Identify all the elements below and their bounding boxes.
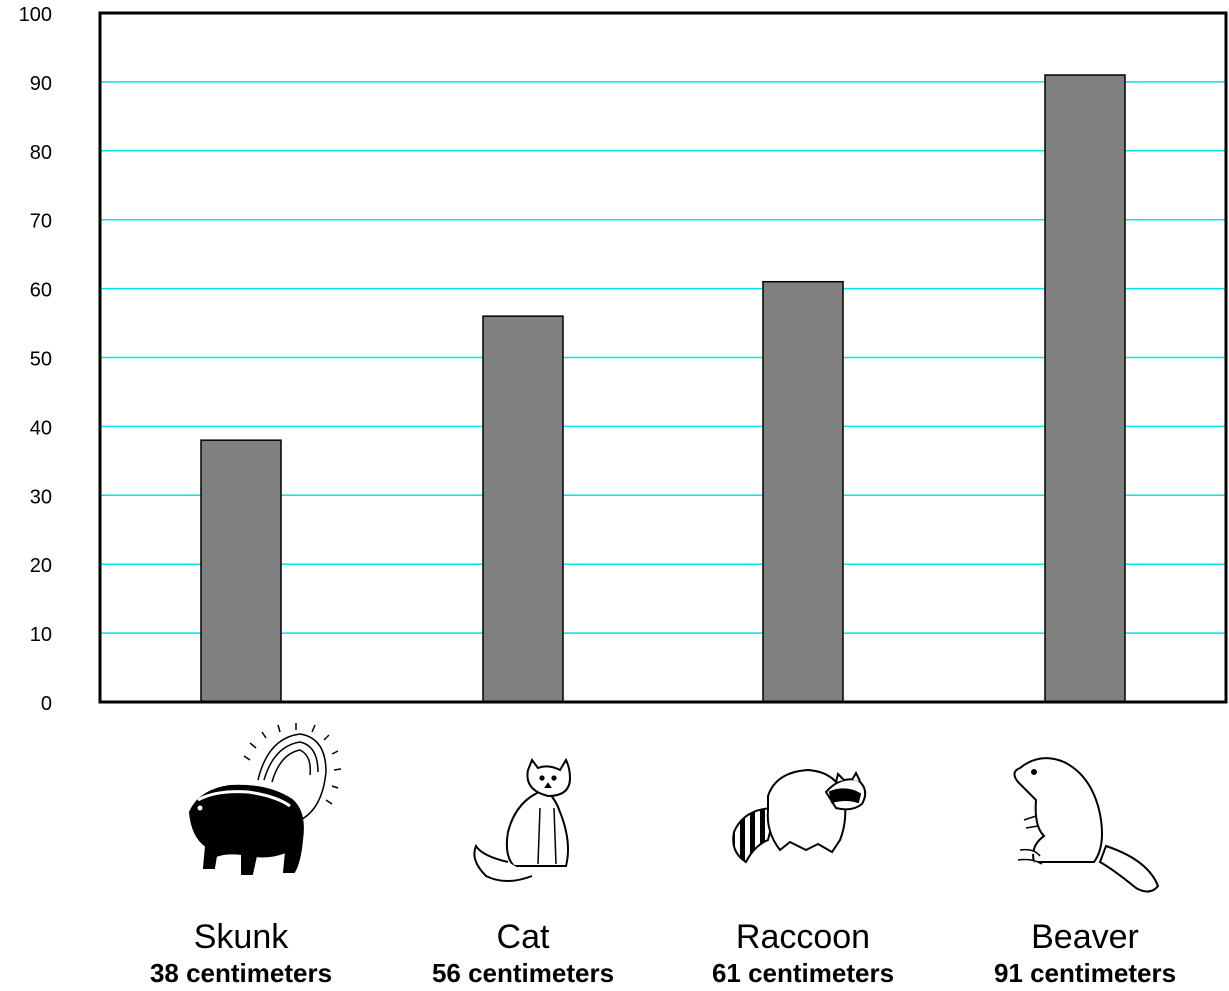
y-tick-label: 100 bbox=[19, 4, 52, 26]
category-label: Cat bbox=[497, 918, 550, 956]
y-tick-label: 50 bbox=[30, 349, 52, 371]
bar-cat bbox=[482, 315, 564, 703]
value-label: 56 centimeters bbox=[432, 958, 614, 988]
bar-raccoon bbox=[762, 280, 844, 703]
plot-frame bbox=[98, 11, 1228, 704]
y-tick-label: 20 bbox=[30, 555, 52, 577]
raccoon-icon bbox=[732, 768, 867, 864]
gridlines bbox=[100, 81, 1226, 634]
cat-icon bbox=[473, 757, 572, 882]
y-axis-ticks: 0 10 20 30 40 50 60 70 80 90 100 bbox=[19, 4, 52, 715]
y-tick-label: 80 bbox=[30, 142, 52, 164]
y-tick-label: 0 bbox=[41, 693, 52, 715]
category-label: Skunk bbox=[194, 918, 289, 956]
bars bbox=[200, 74, 1126, 703]
y-tick-label: 40 bbox=[30, 417, 52, 439]
skunk-icon bbox=[188, 723, 342, 875]
value-label: 61 centimeters bbox=[712, 958, 894, 988]
bar-beaver bbox=[1044, 74, 1126, 703]
bar-skunk bbox=[200, 439, 282, 703]
y-tick-label: 90 bbox=[30, 73, 52, 95]
y-tick-label: 30 bbox=[30, 486, 52, 508]
category-label: Raccoon bbox=[736, 918, 870, 956]
y-tick-label: 60 bbox=[30, 280, 52, 302]
beaver-icon bbox=[1013, 757, 1160, 893]
value-label: 91 centimeters bbox=[994, 958, 1176, 988]
value-label: 38 centimeters bbox=[150, 958, 332, 988]
y-tick-label: 70 bbox=[30, 211, 52, 233]
category-label: Beaver bbox=[1031, 918, 1139, 956]
y-tick-label: 10 bbox=[30, 624, 52, 646]
